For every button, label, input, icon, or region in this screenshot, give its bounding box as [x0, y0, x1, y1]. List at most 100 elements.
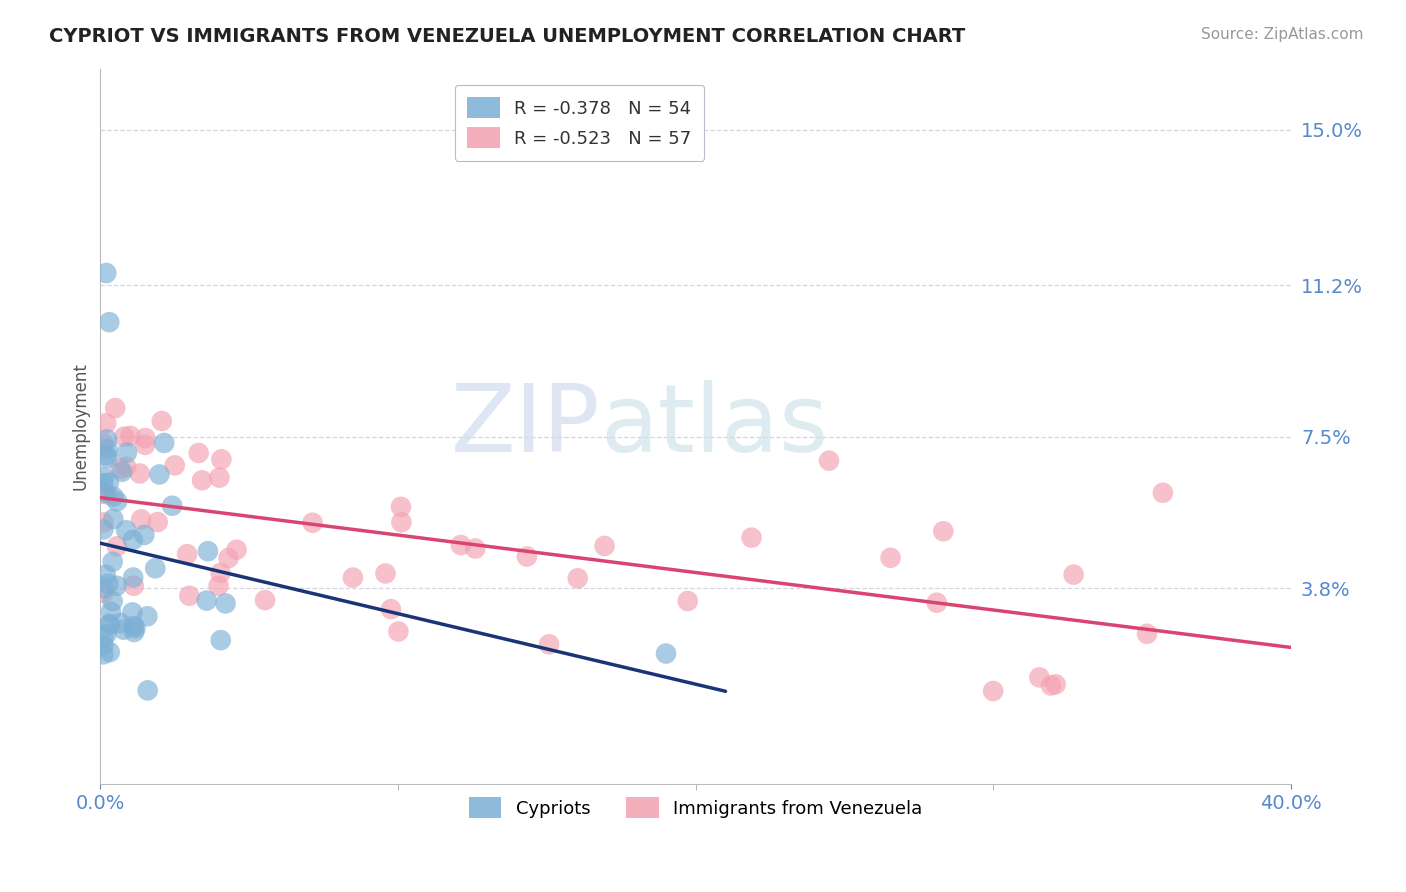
- Point: [1028, 670, 1050, 684]
- Point: [380, 602, 402, 616]
- Point: [112, 623, 135, 637]
- Point: [143, 561, 166, 575]
- Point: [104, 401, 127, 415]
- Point: [464, 541, 486, 556]
- Point: [91, 476, 114, 491]
- Point: [121, 606, 143, 620]
- Point: [208, 470, 231, 484]
- Point: [389, 516, 412, 530]
- Point: [91, 516, 114, 530]
- Point: [124, 621, 146, 635]
- Point: [342, 570, 364, 584]
- Point: [91, 631, 114, 645]
- Point: [96, 442, 118, 456]
- Point: [925, 596, 948, 610]
- Point: [153, 436, 176, 450]
- Point: [176, 547, 198, 561]
- Point: [101, 555, 124, 569]
- Point: [120, 429, 142, 443]
- Point: [97, 576, 120, 591]
- Point: [105, 494, 128, 508]
- Point: [98, 617, 121, 632]
- Point: [129, 512, 152, 526]
- Point: [209, 566, 232, 580]
- Point: [655, 647, 678, 661]
- Point: [209, 633, 232, 648]
- Point: [207, 579, 229, 593]
- Point: [96, 448, 118, 462]
- Point: [98, 645, 121, 659]
- Point: [101, 594, 124, 608]
- Point: [115, 523, 138, 537]
- Point: [225, 542, 247, 557]
- Point: [214, 596, 236, 610]
- Point: [110, 616, 132, 631]
- Point: [374, 566, 396, 581]
- Point: [115, 459, 138, 474]
- Point: [122, 533, 145, 547]
- Point: [96, 266, 118, 280]
- Point: [100, 605, 122, 619]
- Point: [91, 638, 114, 652]
- Point: [1136, 627, 1159, 641]
- Point: [122, 579, 145, 593]
- Point: [111, 465, 134, 479]
- Point: [115, 445, 138, 459]
- Point: [567, 571, 589, 585]
- Point: [1152, 485, 1174, 500]
- Point: [91, 523, 114, 537]
- Point: [191, 473, 214, 487]
- Point: [741, 531, 763, 545]
- Point: [146, 515, 169, 529]
- Point: [387, 624, 409, 639]
- Point: [450, 538, 472, 552]
- Point: [179, 589, 201, 603]
- Point: [91, 436, 114, 450]
- Point: [98, 616, 121, 631]
- Point: [122, 619, 145, 633]
- Point: [516, 549, 538, 564]
- Point: [136, 683, 159, 698]
- Legend: Cypriots, Immigrants from Venezuela: Cypriots, Immigrants from Venezuela: [461, 790, 929, 825]
- Point: [197, 544, 219, 558]
- Point: [91, 648, 114, 662]
- Point: [96, 487, 118, 501]
- Point: [187, 446, 209, 460]
- Point: [122, 570, 145, 584]
- Point: [134, 438, 156, 452]
- Point: [538, 637, 561, 651]
- Point: [91, 582, 114, 596]
- Point: [981, 684, 1004, 698]
- Point: [128, 467, 150, 481]
- Text: ZIP: ZIP: [451, 381, 600, 473]
- Point: [134, 431, 156, 445]
- Text: CYPRIOT VS IMMIGRANTS FROM VENEZUELA UNEMPLOYMENT CORRELATION CHART: CYPRIOT VS IMMIGRANTS FROM VENEZUELA UNE…: [49, 27, 966, 45]
- Point: [195, 593, 218, 607]
- Point: [136, 609, 159, 624]
- Point: [160, 499, 183, 513]
- Point: [96, 627, 118, 641]
- Point: [105, 579, 128, 593]
- Text: atlas: atlas: [600, 381, 828, 473]
- Point: [110, 462, 132, 476]
- Point: [879, 550, 901, 565]
- Point: [96, 416, 118, 430]
- Point: [253, 593, 276, 607]
- Point: [94, 567, 117, 582]
- Point: [150, 414, 173, 428]
- Point: [103, 490, 125, 504]
- Point: [91, 470, 114, 484]
- Point: [103, 512, 125, 526]
- Point: [122, 625, 145, 640]
- Point: [676, 594, 699, 608]
- Point: [209, 452, 232, 467]
- Point: [1063, 567, 1085, 582]
- Point: [818, 453, 841, 467]
- Point: [93, 586, 115, 600]
- Point: [105, 539, 128, 553]
- Point: [148, 467, 170, 482]
- Point: [389, 500, 412, 514]
- Point: [593, 539, 616, 553]
- Point: [91, 486, 114, 500]
- Point: [134, 528, 156, 542]
